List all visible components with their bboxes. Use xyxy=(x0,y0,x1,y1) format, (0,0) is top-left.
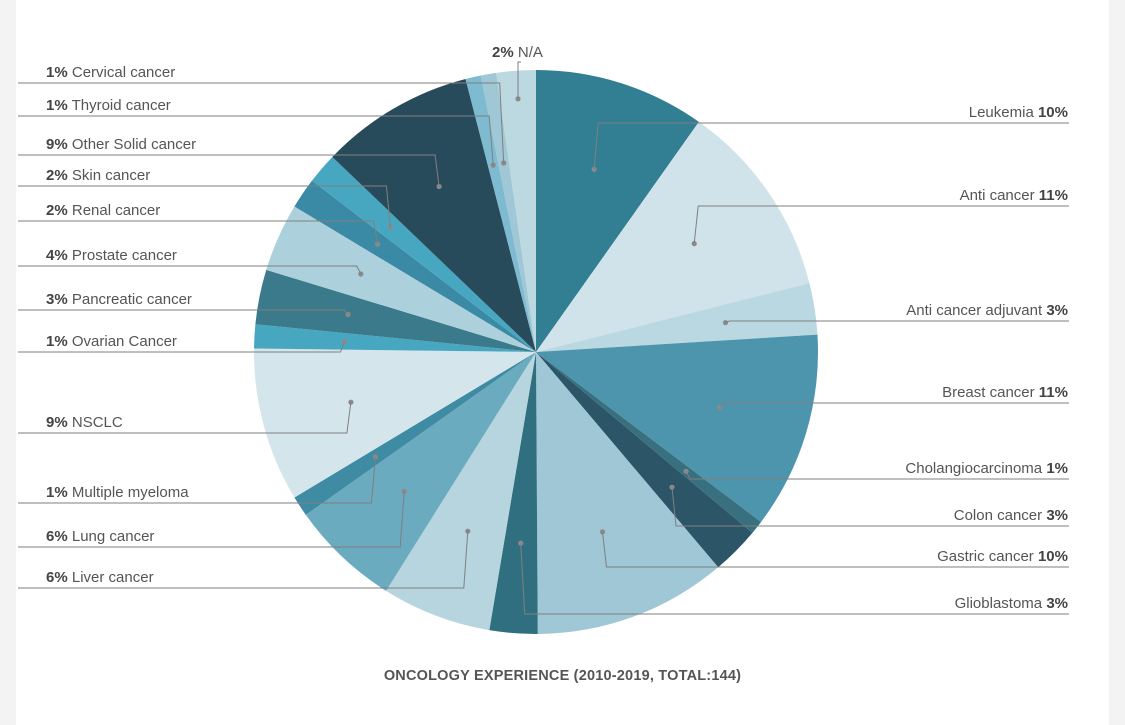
slice-label-lung-cancer: 6% Lung cancer xyxy=(46,528,154,545)
leader-line-skin-cancer xyxy=(18,185,391,228)
leader-line-leukemia xyxy=(593,122,1069,170)
slice-label-cholangiocarcinoma: Cholangiocarcinoma 1% xyxy=(905,460,1068,477)
pie-slice-breast-cancer xyxy=(536,334,819,522)
pie-slice-glioblastoma xyxy=(489,352,538,634)
leader-line-liver-cancer xyxy=(18,531,469,589)
leader-line-ovarian-cancer xyxy=(18,341,345,353)
pie-slice-thyroid-cancer xyxy=(465,75,536,353)
leader-line-n-a xyxy=(517,61,521,99)
slice-label-multiple-myeloma: 1% Multiple myeloma xyxy=(46,484,189,501)
leader-line-thyroid-cancer xyxy=(18,115,494,166)
pie-slice-cervical-cancer xyxy=(480,72,536,352)
slice-labels: Leukemia 10% Anti cancer 11% Anti cancer a… xyxy=(46,44,1068,612)
leader-line-other-solid-cancer xyxy=(18,154,440,187)
pie-slice-prostate-cancer xyxy=(266,206,536,352)
slice-label-colon-cancer: Colon cancer 3% xyxy=(954,507,1068,524)
slice-label-pancreatic-cancer: 3% Pancreatic cancer xyxy=(46,291,192,308)
pie-slice-gastric-cancer xyxy=(536,352,719,634)
pie-slices xyxy=(253,70,819,634)
pie-slice-other-solid-cancer xyxy=(332,78,536,352)
slice-label-renal-cancer: 2% Renal cancer xyxy=(46,202,160,219)
leader-line-glioblastoma xyxy=(520,543,1069,615)
pie-slice-ovarian-cancer xyxy=(254,324,536,352)
leader-line-pancreatic-cancer xyxy=(18,309,349,315)
pie-slice-nsclc xyxy=(253,348,536,498)
leader-line-colon-cancer xyxy=(671,487,1069,527)
slice-label-cervical-cancer: 1% Cervical cancer xyxy=(46,64,175,81)
leader-line-gastric-cancer xyxy=(602,531,1069,568)
slice-label-gastric-cancer: Gastric cancer 10% xyxy=(937,548,1068,565)
pie-slice-skin-cancer xyxy=(312,156,536,352)
slice-label-n-a: 2% N/A xyxy=(492,44,543,61)
chart-caption: ONCOLOGY EXPERIENCE (2010-2019, TOTAL:14… xyxy=(383,668,742,684)
slice-label-prostate-cancer: 4% Prostate cancer xyxy=(46,247,177,264)
pie-slice-anti-cancer xyxy=(536,121,810,352)
pie-slice-cholangiocarcinoma xyxy=(536,352,762,533)
slice-label-leukemia: Leukemia 10% xyxy=(969,104,1068,121)
slice-label-other-solid-cancer: 9% Other Solid cancer xyxy=(46,136,196,153)
slice-label-thyroid-cancer: 1% Thyroid cancer xyxy=(46,97,171,114)
leader-line-cervical-cancer xyxy=(18,82,505,164)
pie-slice-renal-cancer xyxy=(294,180,536,352)
leader-lines xyxy=(18,61,1069,615)
pie-slice-lung-cancer xyxy=(305,352,536,591)
leader-line-breast-cancer xyxy=(719,402,1069,408)
pie-slice-leukemia xyxy=(536,70,699,352)
slice-label-anti-cancer-adjuvant: Anti cancer adjuvant 3% xyxy=(906,302,1068,319)
leader-line-lung-cancer xyxy=(18,491,405,548)
slice-label-breast-cancer: Breast cancer 11% xyxy=(942,384,1068,401)
pie-slice-colon-cancer xyxy=(536,352,753,568)
leader-line-multiple-myeloma xyxy=(18,456,376,504)
pie-slice-n-a xyxy=(496,70,536,352)
pie-slice-pancreatic-cancer xyxy=(255,269,536,352)
slice-label-anti-cancer: Anti cancer 11% xyxy=(960,187,1068,204)
slice-label-liver-cancer: 6% Liver cancer xyxy=(46,569,154,586)
leader-line-cholangiocarcinoma xyxy=(685,471,1069,480)
leader-line-anti-cancer xyxy=(693,205,1069,244)
pie-slice-anti-cancer-adjuvant xyxy=(536,283,818,352)
pie-slice-multiple-myeloma xyxy=(294,352,536,515)
leader-line-nsclc xyxy=(18,402,352,434)
slice-label-skin-cancer: 2% Skin cancer xyxy=(46,167,150,184)
slice-label-ovarian-cancer: 1% Ovarian Cancer xyxy=(46,333,177,350)
slice-label-glioblastoma: Glioblastoma 3% xyxy=(955,595,1068,612)
leader-line-prostate-cancer xyxy=(18,265,362,275)
leader-line-anti-cancer-adjuvant xyxy=(725,320,1069,324)
pie-slice-liver-cancer xyxy=(386,352,536,631)
slice-label-nsclc: 9% NSCLC xyxy=(46,414,123,431)
leader-line-renal-cancer xyxy=(18,220,378,245)
